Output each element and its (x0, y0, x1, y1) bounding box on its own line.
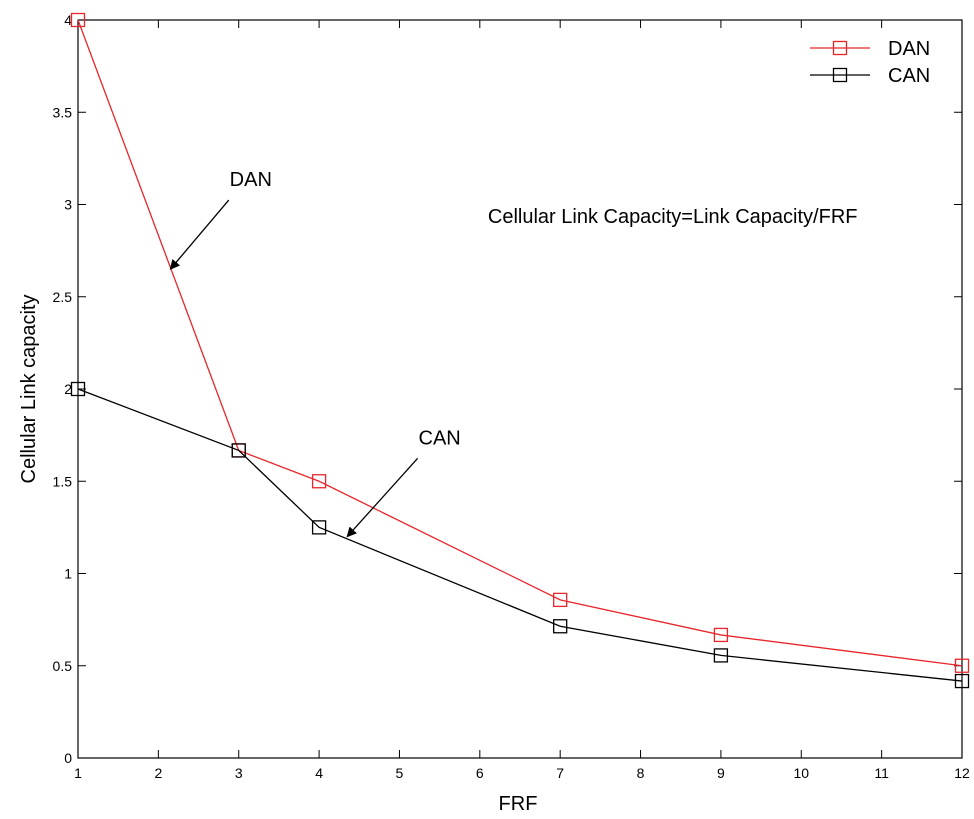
plot-area: 1 2 3 4 5 6 7 8 9 10 11 1200.511.522.533.54DANCANCe… (53, 12, 970, 781)
annotation-formula-label: Cellular Link Capacity=Link Capacity/FRF (488, 206, 858, 228)
legend-marker-dan (832, 40, 848, 56)
x-tick-label-5: 5 (396, 765, 404, 781)
series-marker-can-2 (311, 520, 327, 535)
y-tick-label-8: 4 (64, 12, 72, 28)
y-tick-label-4: 2 (64, 381, 72, 397)
x-tick-label-10: 10 (793, 765, 809, 781)
x-tick-label-7: 7 (556, 765, 564, 781)
x-tick-label-8: 8 (637, 765, 645, 781)
series-marker-dan-0 (70, 12, 86, 28)
y-tick-label-3: 1.5 (53, 473, 73, 489)
annotation-dan-arrow (169, 199, 230, 270)
series-marker-can-0 (70, 381, 86, 397)
y-tick-label-1: 0.5 (53, 658, 73, 674)
series-line-can (77, 388, 963, 682)
annotation-can-label: CAN (419, 427, 461, 449)
x-tick-label-6: 6 (476, 765, 484, 781)
series-marker-dan-3 (553, 592, 568, 608)
legend-label-can: CAN (888, 65, 930, 87)
y-axis-title: Cellular Link capacity (18, 295, 40, 484)
axes-frame (77, 19, 963, 759)
series-marker-can-5 (954, 673, 970, 689)
series-marker-can-1 (231, 443, 246, 458)
series-marker-dan-2 (311, 474, 327, 489)
y-tick-label-5: 2.5 (53, 289, 73, 305)
series-marker-dan-5 (954, 658, 970, 673)
x-tick-label-2: 2 (154, 765, 162, 781)
y-tick-label-0: 0 (64, 750, 72, 766)
x-tick-label-1: 1 (74, 765, 82, 781)
x-tick-label-11: 11 (874, 765, 889, 781)
series-line-dan (77, 19, 963, 667)
x-tick-label-9: 9 (717, 765, 725, 781)
y-tick-label-7: 3.5 (53, 104, 73, 120)
legend-marker-can (832, 67, 848, 83)
series-marker-can-4 (713, 648, 729, 663)
y-tick-label-6: 3 (64, 197, 72, 213)
annotation-can-arrow (346, 457, 419, 538)
x-tick-label-4: 4 (315, 765, 323, 781)
legend-label-dan: DAN (888, 38, 930, 60)
y-tick-label-2: 1 (64, 566, 72, 582)
x-tick-label-12: 12 (954, 765, 970, 781)
x-axis-title: FRF (499, 793, 538, 815)
annotation-dan-label: DAN (230, 169, 272, 191)
x-tick-label-3: 3 (235, 765, 243, 781)
series-marker-dan-4 (713, 627, 729, 643)
series-marker-can-3 (553, 619, 568, 634)
